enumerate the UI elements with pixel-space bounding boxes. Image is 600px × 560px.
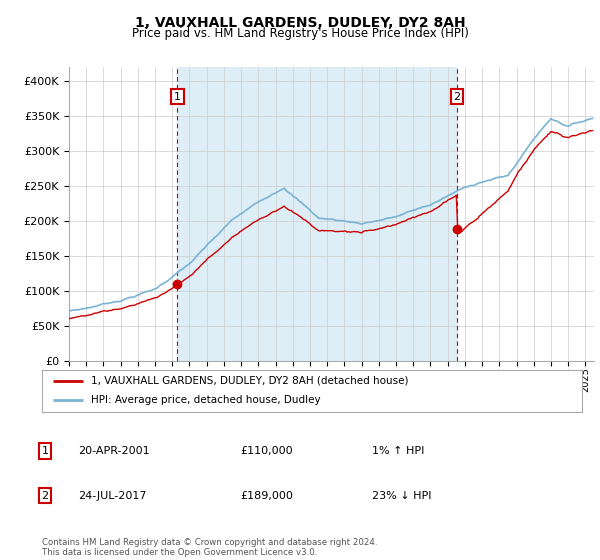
Text: HPI: Average price, detached house, Dudley: HPI: Average price, detached house, Dudl…: [91, 395, 320, 405]
Text: 24-JUL-2017: 24-JUL-2017: [78, 491, 146, 501]
Text: 1: 1: [174, 92, 181, 101]
Text: 1, VAUXHALL GARDENS, DUDLEY, DY2 8AH (detached house): 1, VAUXHALL GARDENS, DUDLEY, DY2 8AH (de…: [91, 376, 408, 386]
Text: Contains HM Land Registry data © Crown copyright and database right 2024.
This d: Contains HM Land Registry data © Crown c…: [42, 538, 377, 557]
Text: Price paid vs. HM Land Registry's House Price Index (HPI): Price paid vs. HM Land Registry's House …: [131, 27, 469, 40]
Text: 1, VAUXHALL GARDENS, DUDLEY, DY2 8AH: 1, VAUXHALL GARDENS, DUDLEY, DY2 8AH: [134, 16, 466, 30]
Text: 1% ↑ HPI: 1% ↑ HPI: [372, 446, 424, 456]
Bar: [178, 67, 457, 361]
Text: 2: 2: [454, 92, 461, 101]
Text: 1: 1: [41, 446, 49, 456]
Text: £110,000: £110,000: [240, 446, 293, 456]
Text: 2: 2: [41, 491, 49, 501]
Text: 20-APR-2001: 20-APR-2001: [78, 446, 149, 456]
Text: 23% ↓ HPI: 23% ↓ HPI: [372, 491, 431, 501]
Text: £189,000: £189,000: [240, 491, 293, 501]
